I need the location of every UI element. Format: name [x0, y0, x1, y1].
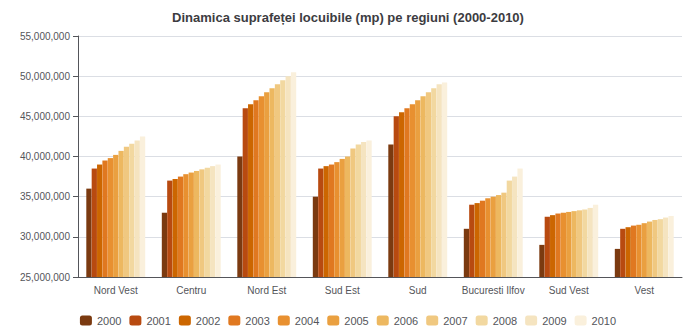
svg-text:2009: 2009 — [542, 315, 566, 327]
svg-text:25,000,000: 25,000,000 — [20, 272, 70, 283]
svg-text:2001: 2001 — [146, 315, 170, 327]
svg-text:2002: 2002 — [196, 315, 220, 327]
svg-text:2007: 2007 — [443, 315, 467, 327]
svg-text:35,000,000: 35,000,000 — [20, 191, 70, 202]
svg-text:2003: 2003 — [245, 315, 269, 327]
svg-text:30,000,000: 30,000,000 — [20, 231, 70, 242]
svg-text:50,000,000: 50,000,000 — [20, 71, 70, 82]
svg-text:Vest: Vest — [635, 285, 655, 296]
svg-text:2004: 2004 — [295, 315, 319, 327]
svg-text:55,000,000: 55,000,000 — [20, 31, 70, 42]
svg-text:Sud Vest: Sud Vest — [549, 285, 589, 296]
svg-text:40,000,000: 40,000,000 — [20, 151, 70, 162]
svg-text:Sud Est: Sud Est — [325, 285, 360, 296]
svg-text:2006: 2006 — [394, 315, 418, 327]
svg-text:2005: 2005 — [344, 315, 368, 327]
svg-text:2008: 2008 — [493, 315, 517, 327]
svg-text:2010: 2010 — [592, 315, 616, 327]
svg-text:Sud: Sud — [409, 285, 427, 296]
svg-text:Nord Vest: Nord Vest — [94, 285, 138, 296]
svg-text:45,000,000: 45,000,000 — [20, 111, 70, 122]
svg-text:Centru: Centru — [176, 285, 206, 296]
svg-text:Bucuresti Ilfov: Bucuresti Ilfov — [462, 285, 525, 296]
svg-text:Dinamica suprafeței locuibile: Dinamica suprafeței locuibile (mp) pe re… — [172, 10, 524, 25]
svg-text:2000: 2000 — [97, 315, 121, 327]
svg-text:Nord Est: Nord Est — [247, 285, 286, 296]
